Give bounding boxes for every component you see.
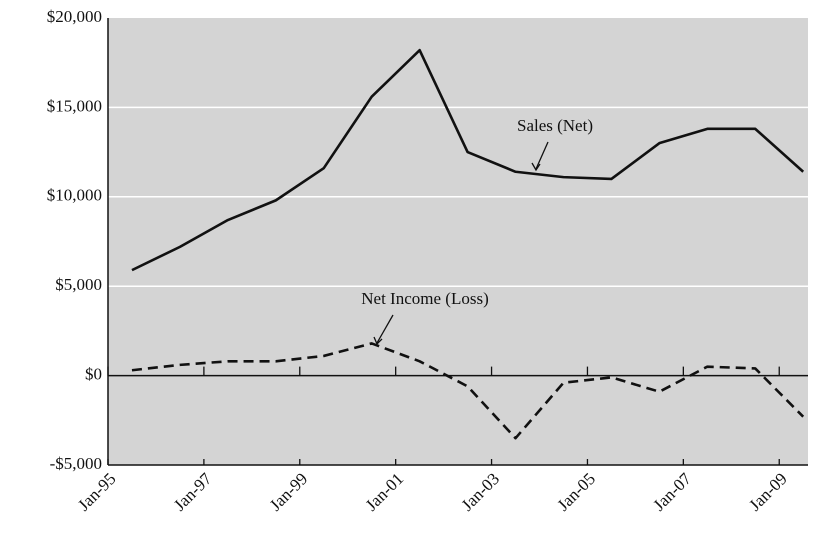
annotation-arrowhead <box>373 336 383 346</box>
y-tick-label: $20,000 <box>47 7 102 26</box>
x-tick-label: Jan-07 <box>649 469 695 515</box>
y-tick-label: $0 <box>85 365 102 384</box>
y-tick-label: $15,000 <box>47 96 102 115</box>
x-tick-label: Jan-05 <box>554 469 599 514</box>
series-line <box>131 342 805 440</box>
y-tick-label: $10,000 <box>47 186 102 205</box>
plot-layer <box>107 48 808 465</box>
x-tick-label: Jan-99 <box>266 469 311 514</box>
series-line <box>131 48 805 272</box>
annotation-arrow <box>535 141 549 170</box>
x-tick-label: Jan-97 <box>170 469 216 515</box>
x-tick-label: Jan-01 <box>362 469 407 514</box>
y-tick-label: $5,000 <box>55 275 102 294</box>
annotation: Net Income (Loss) <box>361 289 488 308</box>
annotation-arrowhead <box>531 162 541 172</box>
x-tick-label: Jan-95 <box>74 469 119 514</box>
y-tick-label: -$5,000 <box>50 454 102 473</box>
x-tick-label: Jan-09 <box>745 469 790 514</box>
annotation: Sales (Net) <box>517 116 593 135</box>
annotation-arrow <box>376 314 394 344</box>
x-tick-label: Jan-03 <box>458 469 503 514</box>
plot-area <box>108 18 808 465</box>
